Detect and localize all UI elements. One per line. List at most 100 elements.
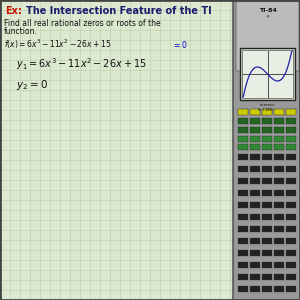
FancyBboxPatch shape — [233, 0, 300, 300]
Text: ✦: ✦ — [266, 14, 270, 20]
Bar — [262, 250, 272, 256]
Bar — [250, 226, 260, 232]
Bar — [238, 178, 248, 184]
Bar — [274, 127, 284, 133]
Bar — [250, 262, 260, 268]
Text: function.: function. — [4, 28, 38, 37]
Bar — [250, 154, 260, 160]
Bar — [286, 286, 296, 292]
Bar — [250, 118, 260, 124]
Bar — [250, 166, 260, 172]
Bar — [238, 202, 248, 208]
Bar — [274, 274, 284, 280]
Bar — [286, 262, 296, 268]
Bar — [238, 166, 248, 172]
Text: Intersect: Intersect — [260, 103, 275, 107]
Bar — [286, 154, 296, 160]
Text: TI-84: TI-84 — [259, 8, 276, 13]
Bar — [286, 166, 296, 172]
Bar — [262, 238, 272, 244]
Bar — [262, 262, 272, 268]
Bar — [286, 202, 296, 208]
Bar — [286, 178, 296, 184]
Bar — [274, 190, 284, 196]
Bar — [240, 48, 295, 100]
Bar — [262, 202, 272, 208]
Bar — [250, 109, 260, 115]
Bar — [274, 178, 284, 184]
Bar — [286, 118, 296, 124]
Bar — [238, 262, 248, 268]
Bar — [262, 154, 272, 160]
Text: The Intersection Feature of the TI: The Intersection Feature of the TI — [26, 6, 212, 16]
Bar — [274, 262, 284, 268]
FancyBboxPatch shape — [236, 1, 299, 71]
Bar — [262, 118, 272, 124]
Bar — [262, 178, 272, 184]
Bar — [238, 127, 248, 133]
Bar — [250, 178, 260, 184]
Bar — [274, 144, 284, 150]
Bar — [238, 274, 248, 280]
Bar — [250, 214, 260, 220]
Bar — [286, 109, 296, 115]
Text: $y_2 = 0$: $y_2 = 0$ — [16, 78, 48, 92]
Text: X=-1.4886...: X=-1.4886... — [258, 108, 277, 112]
Bar — [274, 166, 284, 172]
Bar — [274, 136, 284, 142]
Bar — [286, 144, 296, 150]
Bar — [274, 154, 284, 160]
Bar — [262, 127, 272, 133]
Bar — [286, 136, 296, 142]
Bar — [238, 250, 248, 256]
Bar — [250, 238, 260, 244]
Bar — [262, 214, 272, 220]
Bar — [242, 50, 293, 98]
Bar — [262, 190, 272, 196]
Bar — [286, 250, 296, 256]
Bar — [286, 127, 296, 133]
Bar — [238, 154, 248, 160]
Bar — [286, 274, 296, 280]
Bar — [250, 136, 260, 142]
Bar — [274, 118, 284, 124]
Bar — [238, 136, 248, 142]
Bar — [238, 109, 248, 115]
Bar — [250, 144, 260, 150]
Text: Ex:: Ex: — [5, 6, 22, 16]
Bar — [274, 286, 284, 292]
Bar — [238, 144, 248, 150]
Bar — [262, 166, 272, 172]
Bar — [238, 190, 248, 196]
Bar — [286, 214, 296, 220]
Bar — [262, 136, 272, 142]
Bar — [274, 250, 284, 256]
Bar — [274, 202, 284, 208]
Bar — [250, 190, 260, 196]
Bar — [274, 226, 284, 232]
Bar — [274, 238, 284, 244]
Bar — [274, 214, 284, 220]
Bar — [250, 202, 260, 208]
Bar — [286, 190, 296, 196]
Bar — [286, 238, 296, 244]
Text: Find all real rational zeros or roots of the: Find all real rational zeros or roots of… — [4, 20, 160, 28]
Bar — [238, 238, 248, 244]
Bar — [238, 214, 248, 220]
Text: $f(x) = 6x^3 - 11x^2 - 26x + 15$: $f(x) = 6x^3 - 11x^2 - 26x + 15$ — [4, 37, 112, 51]
Bar — [262, 274, 272, 280]
Bar — [250, 127, 260, 133]
Bar — [286, 226, 296, 232]
Bar — [262, 286, 272, 292]
Bar — [238, 226, 248, 232]
Bar — [262, 109, 272, 115]
Bar — [274, 109, 284, 115]
Bar — [238, 286, 248, 292]
Bar — [250, 250, 260, 256]
Bar — [250, 274, 260, 280]
Bar — [262, 226, 272, 232]
Text: $= 0$: $= 0$ — [172, 38, 188, 50]
Text: $y_1 = 6x^3 - 11x^2 - 26x + 15$: $y_1 = 6x^3 - 11x^2 - 26x + 15$ — [16, 56, 147, 72]
Bar — [250, 286, 260, 292]
Bar — [262, 144, 272, 150]
